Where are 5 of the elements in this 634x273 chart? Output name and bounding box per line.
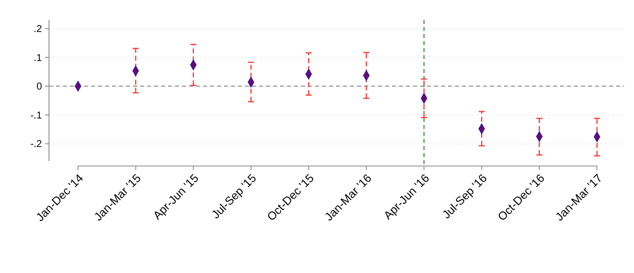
y-tick-label: .2 — [34, 24, 42, 36]
y-tick-label: .1 — [34, 52, 42, 64]
y-tick-label: -.2 — [30, 139, 42, 150]
y-tick-label: 0 — [36, 82, 42, 93]
y-tick-label: -.1 — [30, 110, 42, 122]
